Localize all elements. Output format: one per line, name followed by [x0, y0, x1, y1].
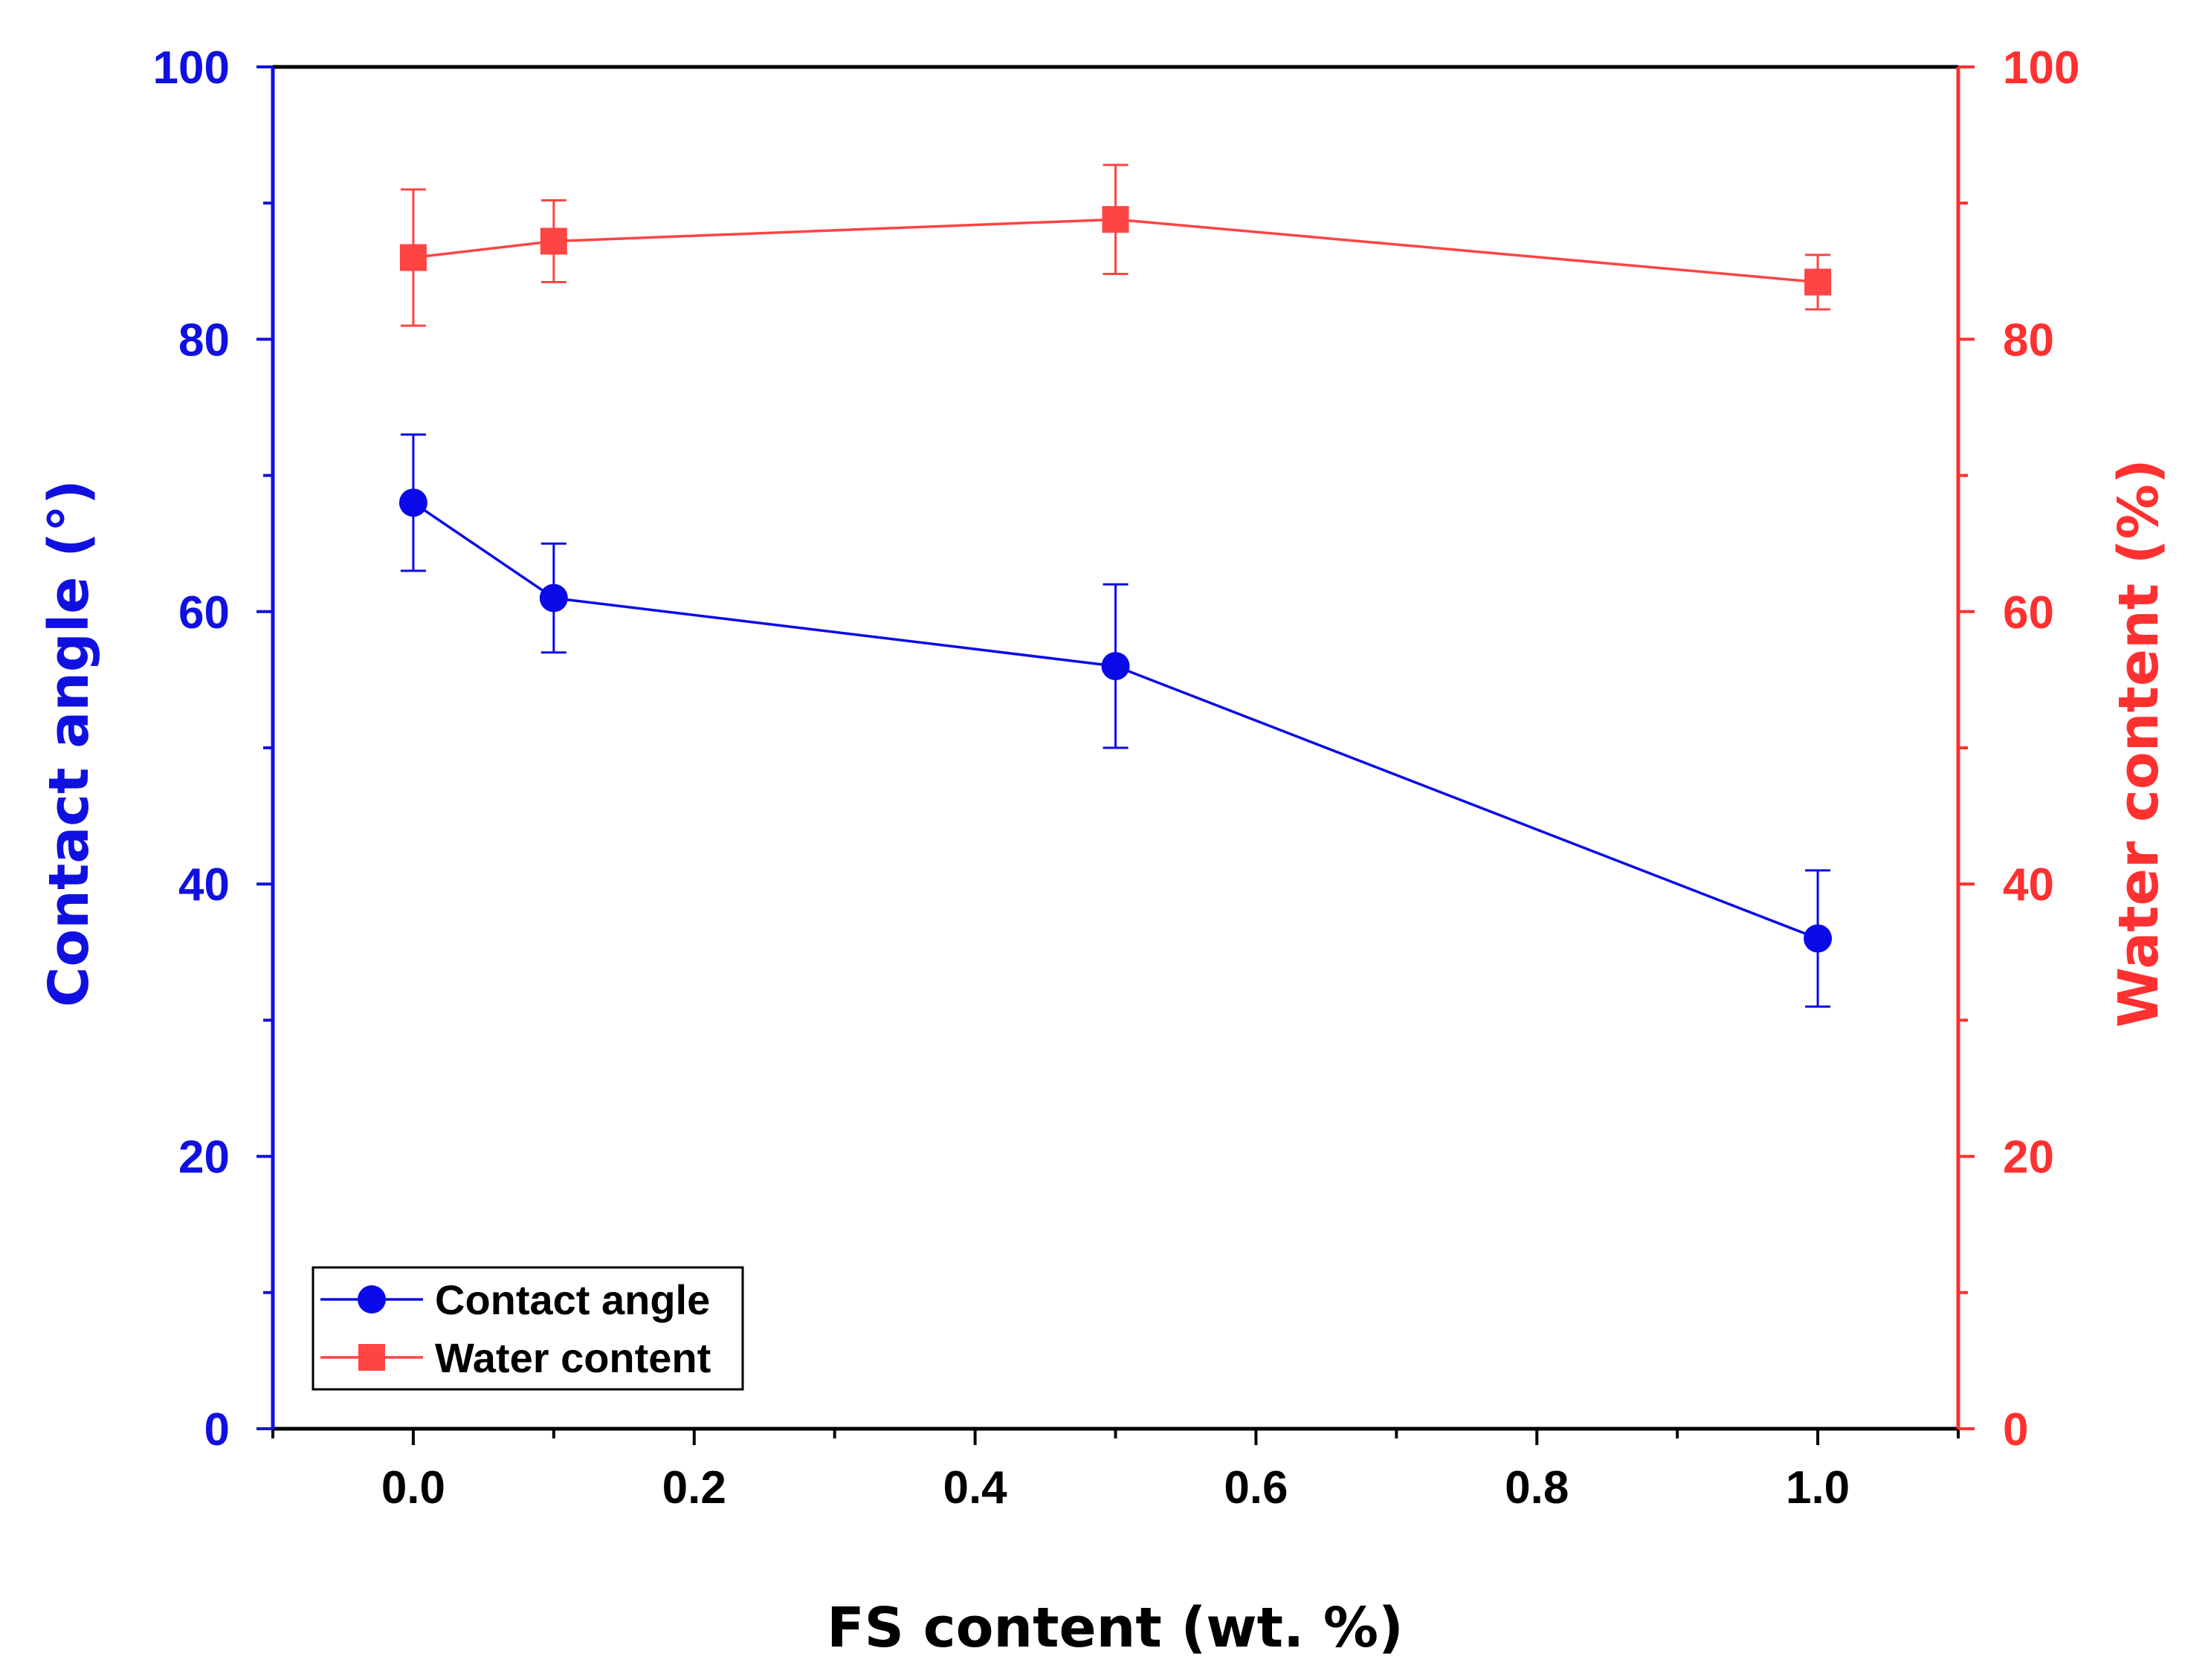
- x-tick-label: 0.8: [1505, 1462, 1569, 1513]
- right-y-tick-label: 0: [2003, 1404, 2028, 1456]
- x-axis-title: FS content (wt. %): [827, 1596, 1404, 1660]
- x-tick-label: 0.0: [381, 1462, 445, 1513]
- left-y-tick-label: 60: [178, 587, 230, 639]
- data-point-water-content: [1102, 206, 1129, 233]
- data-point-water-content: [399, 244, 427, 271]
- left-y-tick-label: 100: [153, 42, 230, 94]
- series-contact-angle: [398, 433, 1833, 1008]
- left-y-tick-label: 80: [178, 314, 230, 366]
- series-water-content: [399, 164, 1832, 327]
- x-tick-label: 0.6: [1224, 1462, 1288, 1513]
- right-y-tick-label: 80: [2003, 314, 2054, 366]
- series-line-water-content: [413, 218, 1818, 284]
- legend-label-water-content: Water content: [435, 1334, 711, 1381]
- right-y-tick-label: 100: [2003, 42, 2079, 94]
- legend-marker-water-content: [358, 1344, 385, 1371]
- x-tick-label: 0.2: [662, 1462, 726, 1513]
- data-point-contact-angle: [398, 488, 427, 517]
- x-tick-label: 1.0: [1786, 1462, 1850, 1513]
- left-y-tick-label: 20: [178, 1132, 230, 1183]
- left-y-axis-title: Contact angle (°): [37, 479, 101, 1007]
- right-y-tick-label: 40: [2003, 859, 2054, 911]
- right-y-axis-title: Water content (%): [2107, 459, 2171, 1027]
- right-y-tick-label: 60: [2003, 587, 2054, 639]
- left-y-tick-label: 40: [178, 859, 230, 911]
- right-y-tick-label: 20: [2003, 1132, 2054, 1183]
- x-tick-label: 0.4: [943, 1462, 1007, 1513]
- legend: Contact angle Water content: [312, 1266, 744, 1391]
- series-line-contact-angle: [412, 501, 1818, 940]
- data-point-contact-angle: [539, 584, 568, 613]
- data-point-water-content: [1804, 268, 1832, 296]
- legend-label-contact-angle: Contact angle: [435, 1276, 710, 1323]
- axes-layer: 0.0 0.2 0.4 0.6 0.8 1.0 0 20 40 60 80 100 0 20 40 60 80 1…: [153, 42, 2080, 1513]
- data-point-contact-angle: [1101, 652, 1130, 681]
- left-y-tick-label: 0: [204, 1404, 230, 1456]
- series-layer: [398, 164, 1833, 1008]
- data-point-water-content: [540, 227, 567, 255]
- data-point-contact-angle: [1804, 924, 1833, 953]
- legend-marker-contact-angle: [358, 1285, 386, 1314]
